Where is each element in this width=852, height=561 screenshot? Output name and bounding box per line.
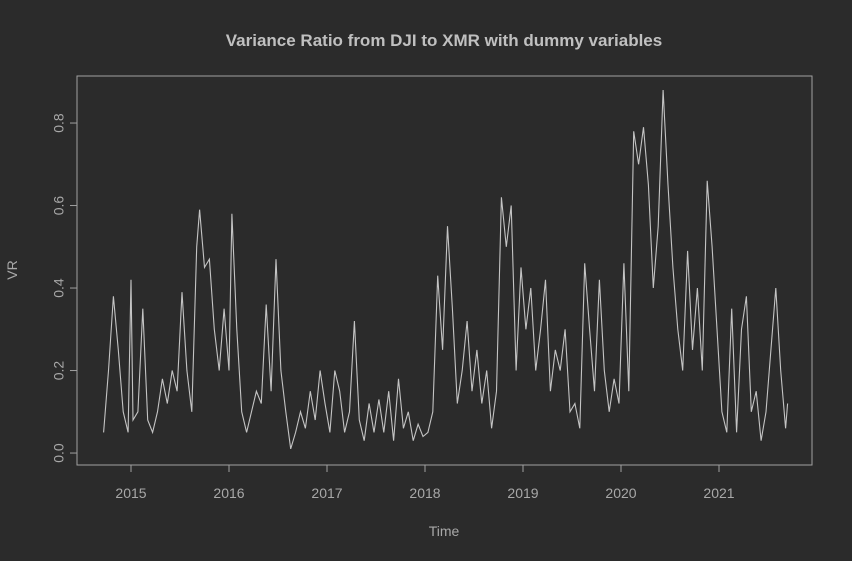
x-tick-label: 2015 — [115, 485, 146, 501]
chart-title: Variance Ratio from DJI to XMR with dumm… — [226, 31, 662, 50]
x-tick-label: 2021 — [703, 485, 734, 501]
x-tick-label: 2019 — [507, 485, 538, 501]
x-tick-label: 2020 — [605, 485, 636, 501]
x-tick-label: 2017 — [311, 485, 342, 501]
x-axis-label: Time — [429, 523, 460, 539]
data-line — [103, 89, 789, 450]
y-tick-label: 0.2 — [51, 361, 67, 381]
y-tick-label: 0.4 — [51, 278, 67, 298]
y-tick-label: 0.8 — [51, 113, 67, 133]
y-tick-label: 0.0 — [51, 443, 67, 463]
y-axis-label: VR — [4, 260, 20, 279]
y-tick-label: 0.6 — [51, 196, 67, 216]
plot-frame — [76, 75, 813, 466]
x-tick-label: 2018 — [409, 485, 440, 501]
x-tick-label: 2016 — [213, 485, 244, 501]
